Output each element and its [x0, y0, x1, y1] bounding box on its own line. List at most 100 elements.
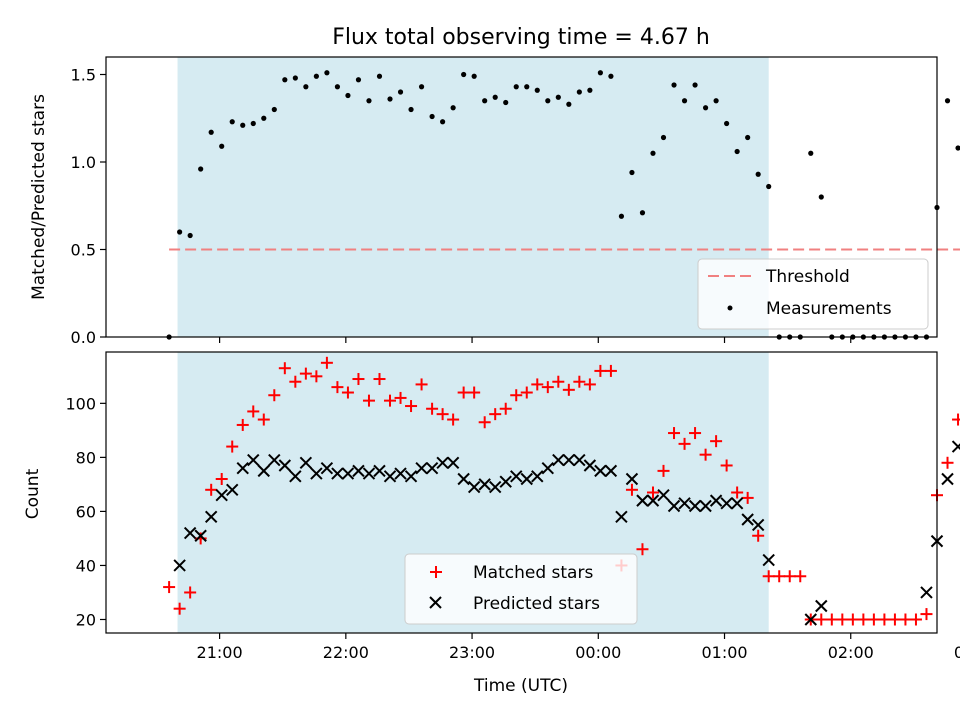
predicted-stars-point	[615, 510, 628, 524]
matched-stars-point	[952, 413, 960, 426]
predicted-x-b	[331, 467, 344, 480]
x-tick-label: 03:00	[954, 643, 960, 662]
matched-stars-point	[447, 413, 460, 426]
measurement-point	[408, 106, 414, 113]
predicted-x-b	[815, 599, 828, 613]
measurement-point	[692, 82, 698, 88]
ratio-legend-box	[697, 258, 929, 330]
predicted-stars-point	[394, 467, 407, 480]
measurement-point	[482, 98, 488, 104]
matched-stars-point	[625, 483, 638, 496]
predicted-x-b	[667, 499, 681, 513]
matched-stars-point	[352, 373, 365, 386]
count-axes-frame	[105, 351, 938, 634]
predicted-x-b	[247, 453, 260, 467]
legend-predicted-swatch	[429, 596, 442, 609]
matched-stars-point	[373, 373, 386, 386]
matched-stars-point	[247, 405, 260, 418]
y-tick-label: 80	[76, 448, 96, 467]
predicted-stars-point	[247, 453, 260, 467]
measurement-point	[324, 70, 330, 76]
matched-stars-point	[268, 389, 281, 402]
predicted-x-b	[709, 494, 723, 507]
predicted-x-b	[951, 443, 960, 453]
matched-stars-point	[520, 386, 533, 399]
matched-stars-point	[278, 362, 291, 375]
measurement-point	[944, 98, 951, 104]
y-tick-label: 40	[76, 556, 96, 575]
predicted-stars-point	[646, 494, 660, 507]
predicted-stars-point	[636, 494, 649, 507]
matched-stars-point	[320, 356, 333, 369]
ratio-axes-frame	[105, 56, 938, 338]
ratio-axis-ticks: 0.0 0.5 1.0 1.5	[71, 66, 852, 347]
y-tick-label: 100	[65, 394, 96, 413]
matched-stars-point	[499, 402, 512, 415]
predicted-x-b	[646, 494, 660, 507]
measurement-point	[650, 150, 656, 156]
predicted-stars-point	[920, 586, 933, 599]
matched-stars-point	[552, 375, 565, 388]
matched-stars-point	[594, 364, 607, 377]
matched-stars-point	[531, 378, 544, 391]
x-tick-label: 21:00	[197, 643, 243, 662]
measurement-point	[702, 105, 709, 111]
legend-measurements-swatch	[727, 305, 733, 311]
measurement-point	[313, 73, 319, 79]
x-tick-label: 23:00	[449, 643, 495, 662]
measurement-point	[440, 119, 446, 125]
measurement-point	[355, 77, 362, 83]
observing-window-shade-top	[177, 57, 769, 337]
measurement-point	[282, 77, 288, 83]
predicted-stars-point	[699, 499, 712, 513]
predicted-stars-point	[425, 461, 439, 475]
predicted-stars-point	[320, 461, 334, 475]
predicted-stars-point	[488, 480, 502, 494]
count-legend-box	[404, 553, 638, 625]
measurement-point	[608, 73, 614, 79]
matched-stars-point	[604, 364, 617, 377]
predicted-x-b	[615, 510, 628, 524]
predicted-x-b	[804, 613, 817, 626]
legend-measurements-label: Measurements	[766, 299, 892, 319]
measurement-point	[334, 84, 341, 90]
x-tick-label: 00:00	[575, 643, 621, 662]
measurement-point	[818, 194, 824, 200]
matched-stars-point	[436, 408, 449, 421]
matched-stars-point	[899, 613, 912, 626]
predicted-stars-point	[657, 488, 670, 502]
measurement-point	[366, 98, 372, 104]
predicted-stars-point	[467, 480, 481, 494]
measurement-point	[524, 84, 530, 90]
predicted-x-b	[425, 461, 439, 475]
matched-stars-point	[941, 456, 954, 469]
predicted-stars-point	[183, 526, 197, 540]
matched-stars-point	[489, 408, 502, 421]
predicted-stars-point	[720, 497, 733, 510]
predicted-x-b	[541, 461, 555, 475]
measurement-point	[660, 134, 667, 141]
matched-stars-point	[741, 491, 754, 504]
predicted-stars-point	[709, 494, 723, 507]
measurement-point	[597, 70, 603, 76]
matched-stars-point	[478, 416, 491, 429]
matched-stars-point	[773, 570, 786, 583]
matched-stars-point	[646, 486, 659, 499]
measurement-point	[587, 87, 593, 93]
predicted-x-b	[467, 480, 481, 494]
predicted-x-b	[394, 467, 407, 480]
predicted-x-b	[562, 453, 576, 467]
matched-stars-point	[657, 464, 670, 477]
matched-stars-point	[720, 459, 733, 472]
predicted-x-b	[299, 456, 313, 469]
measurement-point	[576, 89, 582, 95]
matched-stars-point	[205, 483, 218, 496]
predicted-stars-point	[278, 459, 292, 472]
matched-stars-point	[857, 613, 870, 626]
predicted-x-b	[268, 453, 281, 467]
matched-stars-point	[257, 413, 270, 426]
predicted-x-b	[436, 456, 449, 469]
predicted-x-b	[204, 510, 218, 524]
matched-stars-point	[173, 602, 186, 615]
predicted-x-b	[278, 459, 292, 472]
